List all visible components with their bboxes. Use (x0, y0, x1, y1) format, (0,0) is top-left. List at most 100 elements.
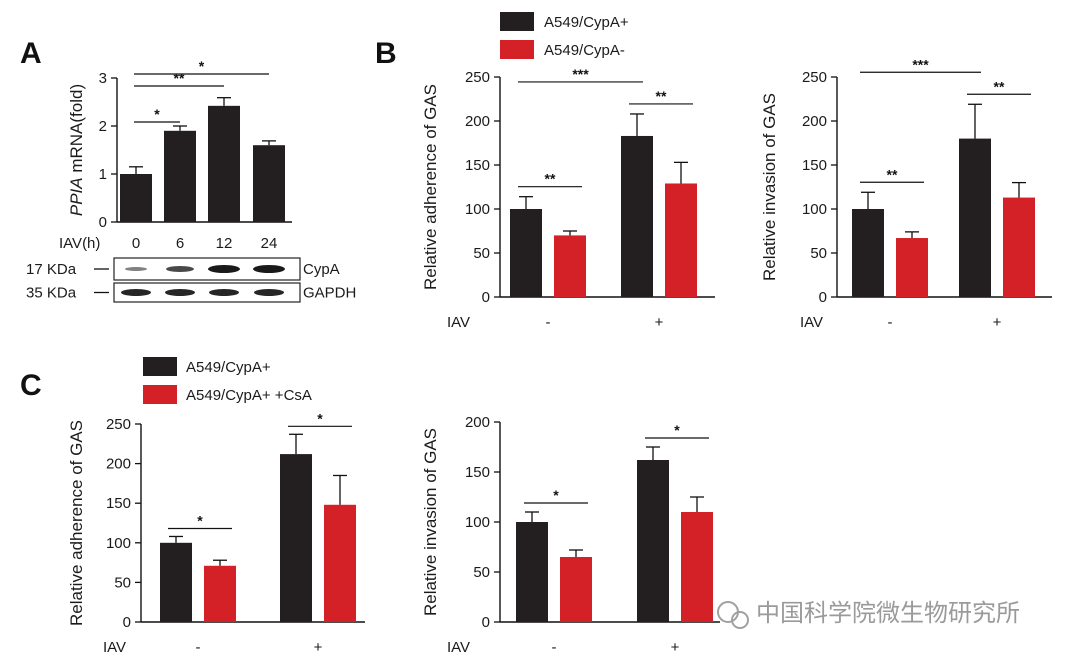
y-tick-label: 0 (99, 214, 107, 231)
y-tick-label: 150 (106, 495, 131, 512)
significance-label: * (197, 512, 203, 528)
chart-C1: 0 50 100 150 200 250 Relative adherence of GAS… (20, 369, 365, 656)
panel-label: C (20, 369, 42, 402)
bar-dark (852, 209, 884, 297)
x-axis-title: IAV(h) (59, 235, 100, 252)
wechat-icon-bubble (731, 611, 749, 629)
legend-swatch-red (500, 40, 534, 59)
bar-dark (510, 209, 542, 297)
blot-band (121, 289, 151, 296)
x-axis-title: IAV (103, 639, 126, 656)
blot-band (209, 289, 239, 296)
wechat-icon (717, 601, 739, 623)
bar-red (560, 557, 592, 622)
blot-band (254, 289, 284, 296)
watermark: 中国科学院微生物研究所 (717, 600, 1020, 629)
bar-dark (621, 135, 653, 297)
x-tick-label: - (546, 314, 551, 331)
x-tick-label: - (888, 314, 893, 331)
y-tick-label: 200 (465, 414, 490, 431)
significance-label: ** (887, 166, 898, 182)
legend-label: A549/CypA+ (186, 359, 271, 376)
blot-size-label: 17 KDa (26, 261, 77, 278)
y-axis-label: Relative invasion of GAS (421, 428, 440, 616)
y-tick-label: 0 (123, 614, 131, 631)
y-tick-label: 200 (106, 456, 131, 473)
bar-dark (164, 130, 196, 222)
y-tick-label: 1 (99, 166, 107, 183)
y-tick-label: 200 (465, 113, 490, 130)
y-axis-label-part: Relative adherence of GAS (67, 420, 86, 626)
blot-band (208, 265, 240, 273)
x-tick-label: 12 (216, 235, 233, 252)
y-axis-label-part: mRNA(fold) (67, 84, 86, 178)
blot-protein-label: CypA (303, 261, 340, 278)
y-tick-label: 100 (465, 201, 490, 218)
y-axis-label-part: Relative adherence of GAS (421, 84, 440, 290)
y-tick-label: 150 (802, 157, 827, 174)
y-tick-label: 200 (802, 113, 827, 130)
significance-label: * (553, 487, 559, 503)
y-tick-label: 50 (473, 245, 490, 262)
x-axis-title: IAV (447, 639, 470, 656)
blot-frame (113, 257, 301, 281)
y-tick-label: 250 (802, 69, 827, 86)
bar-dark (208, 105, 240, 222)
x-tick-label: + (993, 314, 1002, 331)
y-tick-label: 50 (810, 245, 827, 262)
y-tick-label: 0 (482, 614, 490, 631)
bar-dark (280, 454, 312, 622)
y-axis-label: Relative adherence of GAS (421, 84, 440, 290)
bar-red (554, 235, 586, 297)
significance-label: * (674, 422, 680, 438)
legend-C: A549/CypA+ A549/CypA+ +CsA (143, 357, 312, 404)
significance-label: ** (545, 171, 556, 187)
bar-red (665, 183, 697, 297)
blot-protein-label: GAPDH (303, 285, 356, 302)
blot-band (125, 267, 147, 271)
legend-label: A549/CypA+ (544, 14, 629, 31)
panel-label: B (375, 37, 397, 70)
bar-red (1003, 197, 1035, 297)
bar-dark (959, 138, 991, 297)
bar-red (681, 512, 713, 622)
blot-band (165, 289, 195, 296)
x-tick-label: + (655, 314, 664, 331)
blot-size-label: 35 KDa (26, 285, 77, 302)
y-tick-label: 150 (465, 464, 490, 481)
bar-dark (516, 522, 548, 622)
watermark-text: 中国科学院微生物研究所 (756, 600, 1020, 627)
bar-red (896, 238, 928, 297)
y-tick-label: 250 (106, 416, 131, 433)
significance-label: *** (572, 66, 589, 82)
bar-dark (160, 542, 192, 622)
x-tick-label: - (196, 639, 201, 656)
y-axis-label: Relative invasion of GAS (760, 93, 779, 281)
bar-dark (120, 174, 152, 222)
y-axis-label-part: Relative invasion of GAS (421, 428, 440, 616)
chart-B1: 0 50 100 150 200 250 Relative adherence of GAS… (375, 37, 715, 331)
bar-dark (637, 460, 669, 622)
y-axis-label-part: Relative invasion of GAS (760, 93, 779, 281)
legend-swatch-dark (143, 357, 177, 376)
x-tick-label: + (314, 639, 323, 656)
legend-B: A549/CypA+ A549/CypA- (500, 12, 629, 59)
y-tick-label: 50 (473, 564, 490, 581)
y-axis-label: PPIA mRNA(fold) (67, 84, 86, 216)
significance-label: * (199, 58, 205, 74)
significance-label: ** (994, 78, 1005, 94)
y-tick-label: 3 (99, 70, 107, 87)
y-axis-label-part: PPIA (67, 177, 86, 216)
x-tick-label: - (552, 639, 557, 656)
significance-label: *** (912, 56, 929, 72)
x-axis-title: IAV (800, 314, 823, 331)
y-tick-label: 50 (114, 574, 131, 591)
significance-label: ** (656, 88, 667, 104)
blot-band (166, 266, 194, 272)
significance-label: * (317, 410, 323, 426)
significance-label: * (154, 106, 160, 122)
bar-red (204, 565, 236, 622)
panel-label: A (20, 37, 42, 70)
bar-dark (253, 145, 285, 222)
